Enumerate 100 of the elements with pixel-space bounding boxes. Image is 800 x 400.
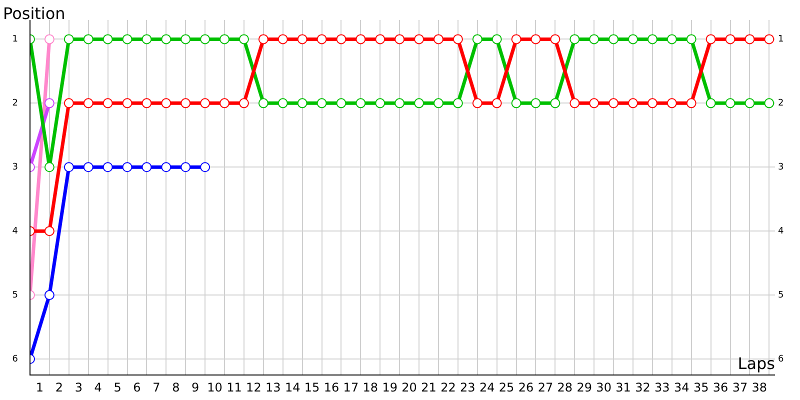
point bbox=[530, 34, 541, 44]
point bbox=[647, 34, 658, 44]
x-tick-label: 4 bbox=[94, 380, 102, 394]
point bbox=[200, 162, 210, 172]
point bbox=[725, 98, 736, 108]
point bbox=[744, 34, 755, 44]
x-tick-label: 12 bbox=[246, 380, 262, 394]
point bbox=[83, 98, 94, 108]
x-tick-label: 1 bbox=[36, 380, 44, 394]
x-tick-label: 35 bbox=[693, 380, 709, 394]
x-tick-label: 5 bbox=[114, 380, 122, 394]
point bbox=[102, 34, 113, 44]
y2-tick-label: 2 bbox=[778, 98, 784, 108]
point bbox=[764, 34, 774, 44]
x-tick-label: 25 bbox=[498, 380, 514, 394]
point bbox=[764, 98, 774, 108]
y2-tick-label: 5 bbox=[778, 290, 784, 300]
point bbox=[394, 98, 405, 108]
x-tick-label: 8 bbox=[172, 380, 180, 394]
point bbox=[608, 34, 619, 44]
point bbox=[686, 98, 696, 108]
point bbox=[744, 98, 755, 108]
point bbox=[570, 34, 580, 44]
x-tick-label: 9 bbox=[192, 380, 200, 394]
point bbox=[238, 98, 249, 108]
x-tick-label: 20 bbox=[402, 380, 417, 394]
x-tick-label: 37 bbox=[732, 380, 748, 394]
point bbox=[356, 34, 366, 44]
x-tick-label: 17 bbox=[343, 380, 359, 394]
x-tick-label: 27 bbox=[538, 380, 554, 394]
y2-tick-label: 1 bbox=[778, 34, 784, 45]
point bbox=[472, 98, 482, 108]
x-tick-label: 29 bbox=[576, 380, 592, 394]
x-tick-label: 16 bbox=[324, 380, 340, 394]
point bbox=[64, 162, 74, 172]
point bbox=[472, 34, 482, 44]
point bbox=[394, 34, 405, 44]
point bbox=[44, 290, 54, 300]
y-axis-title: Position bbox=[3, 4, 66, 23]
point bbox=[492, 34, 502, 44]
x-tick-label: 36 bbox=[712, 380, 728, 394]
point bbox=[706, 98, 716, 108]
x-tick-label: 21 bbox=[421, 380, 436, 394]
point bbox=[511, 34, 522, 44]
point bbox=[452, 98, 463, 108]
point bbox=[44, 162, 54, 172]
point bbox=[628, 98, 638, 108]
point bbox=[83, 34, 94, 44]
point bbox=[414, 34, 424, 44]
point bbox=[356, 98, 366, 108]
point bbox=[102, 98, 113, 108]
point bbox=[64, 34, 74, 44]
point bbox=[161, 162, 172, 172]
point bbox=[589, 34, 600, 44]
point bbox=[608, 98, 619, 108]
point bbox=[142, 162, 152, 172]
x-tick-label: 28 bbox=[557, 380, 573, 394]
point bbox=[238, 34, 249, 44]
point bbox=[570, 98, 580, 108]
y-tick-label: 5 bbox=[12, 290, 18, 300]
point bbox=[180, 98, 191, 108]
y-tick-label: 1 bbox=[12, 34, 18, 45]
point bbox=[122, 98, 132, 108]
y-tick-label: 4 bbox=[12, 226, 18, 236]
x-tick-label: 15 bbox=[304, 380, 320, 394]
y2-tick-label: 6 bbox=[778, 354, 784, 364]
point bbox=[706, 34, 716, 44]
point bbox=[200, 98, 210, 108]
x-tick-label: 34 bbox=[674, 380, 690, 394]
point bbox=[589, 98, 600, 108]
point bbox=[278, 34, 288, 44]
x-axis-title: Laps bbox=[738, 354, 775, 373]
point bbox=[122, 162, 132, 172]
x-tick-label: 14 bbox=[284, 380, 300, 394]
x-tick-label: 31 bbox=[616, 380, 631, 394]
point bbox=[647, 98, 658, 108]
x-tick-label: 10 bbox=[207, 380, 222, 394]
x-tick-label: 32 bbox=[635, 380, 650, 394]
x-tick-label: 3 bbox=[74, 380, 82, 394]
y2-tick-label: 4 bbox=[778, 226, 784, 236]
point bbox=[686, 34, 696, 44]
point bbox=[666, 98, 677, 108]
point bbox=[122, 34, 132, 44]
point bbox=[142, 34, 152, 44]
point bbox=[530, 98, 541, 108]
point bbox=[142, 98, 152, 108]
x-tick-label: 38 bbox=[752, 380, 768, 394]
x-tick-label: 19 bbox=[382, 380, 398, 394]
x-tick-label: 18 bbox=[362, 380, 378, 394]
x-tick-label: 23 bbox=[460, 380, 476, 394]
x-tick-label: 2 bbox=[55, 380, 63, 394]
point bbox=[336, 98, 346, 108]
point bbox=[550, 34, 560, 44]
point bbox=[258, 98, 268, 108]
point bbox=[102, 162, 113, 172]
point bbox=[316, 98, 327, 108]
point bbox=[492, 98, 502, 108]
y-tick-label: 3 bbox=[12, 162, 18, 172]
point bbox=[200, 34, 210, 44]
point bbox=[666, 34, 677, 44]
